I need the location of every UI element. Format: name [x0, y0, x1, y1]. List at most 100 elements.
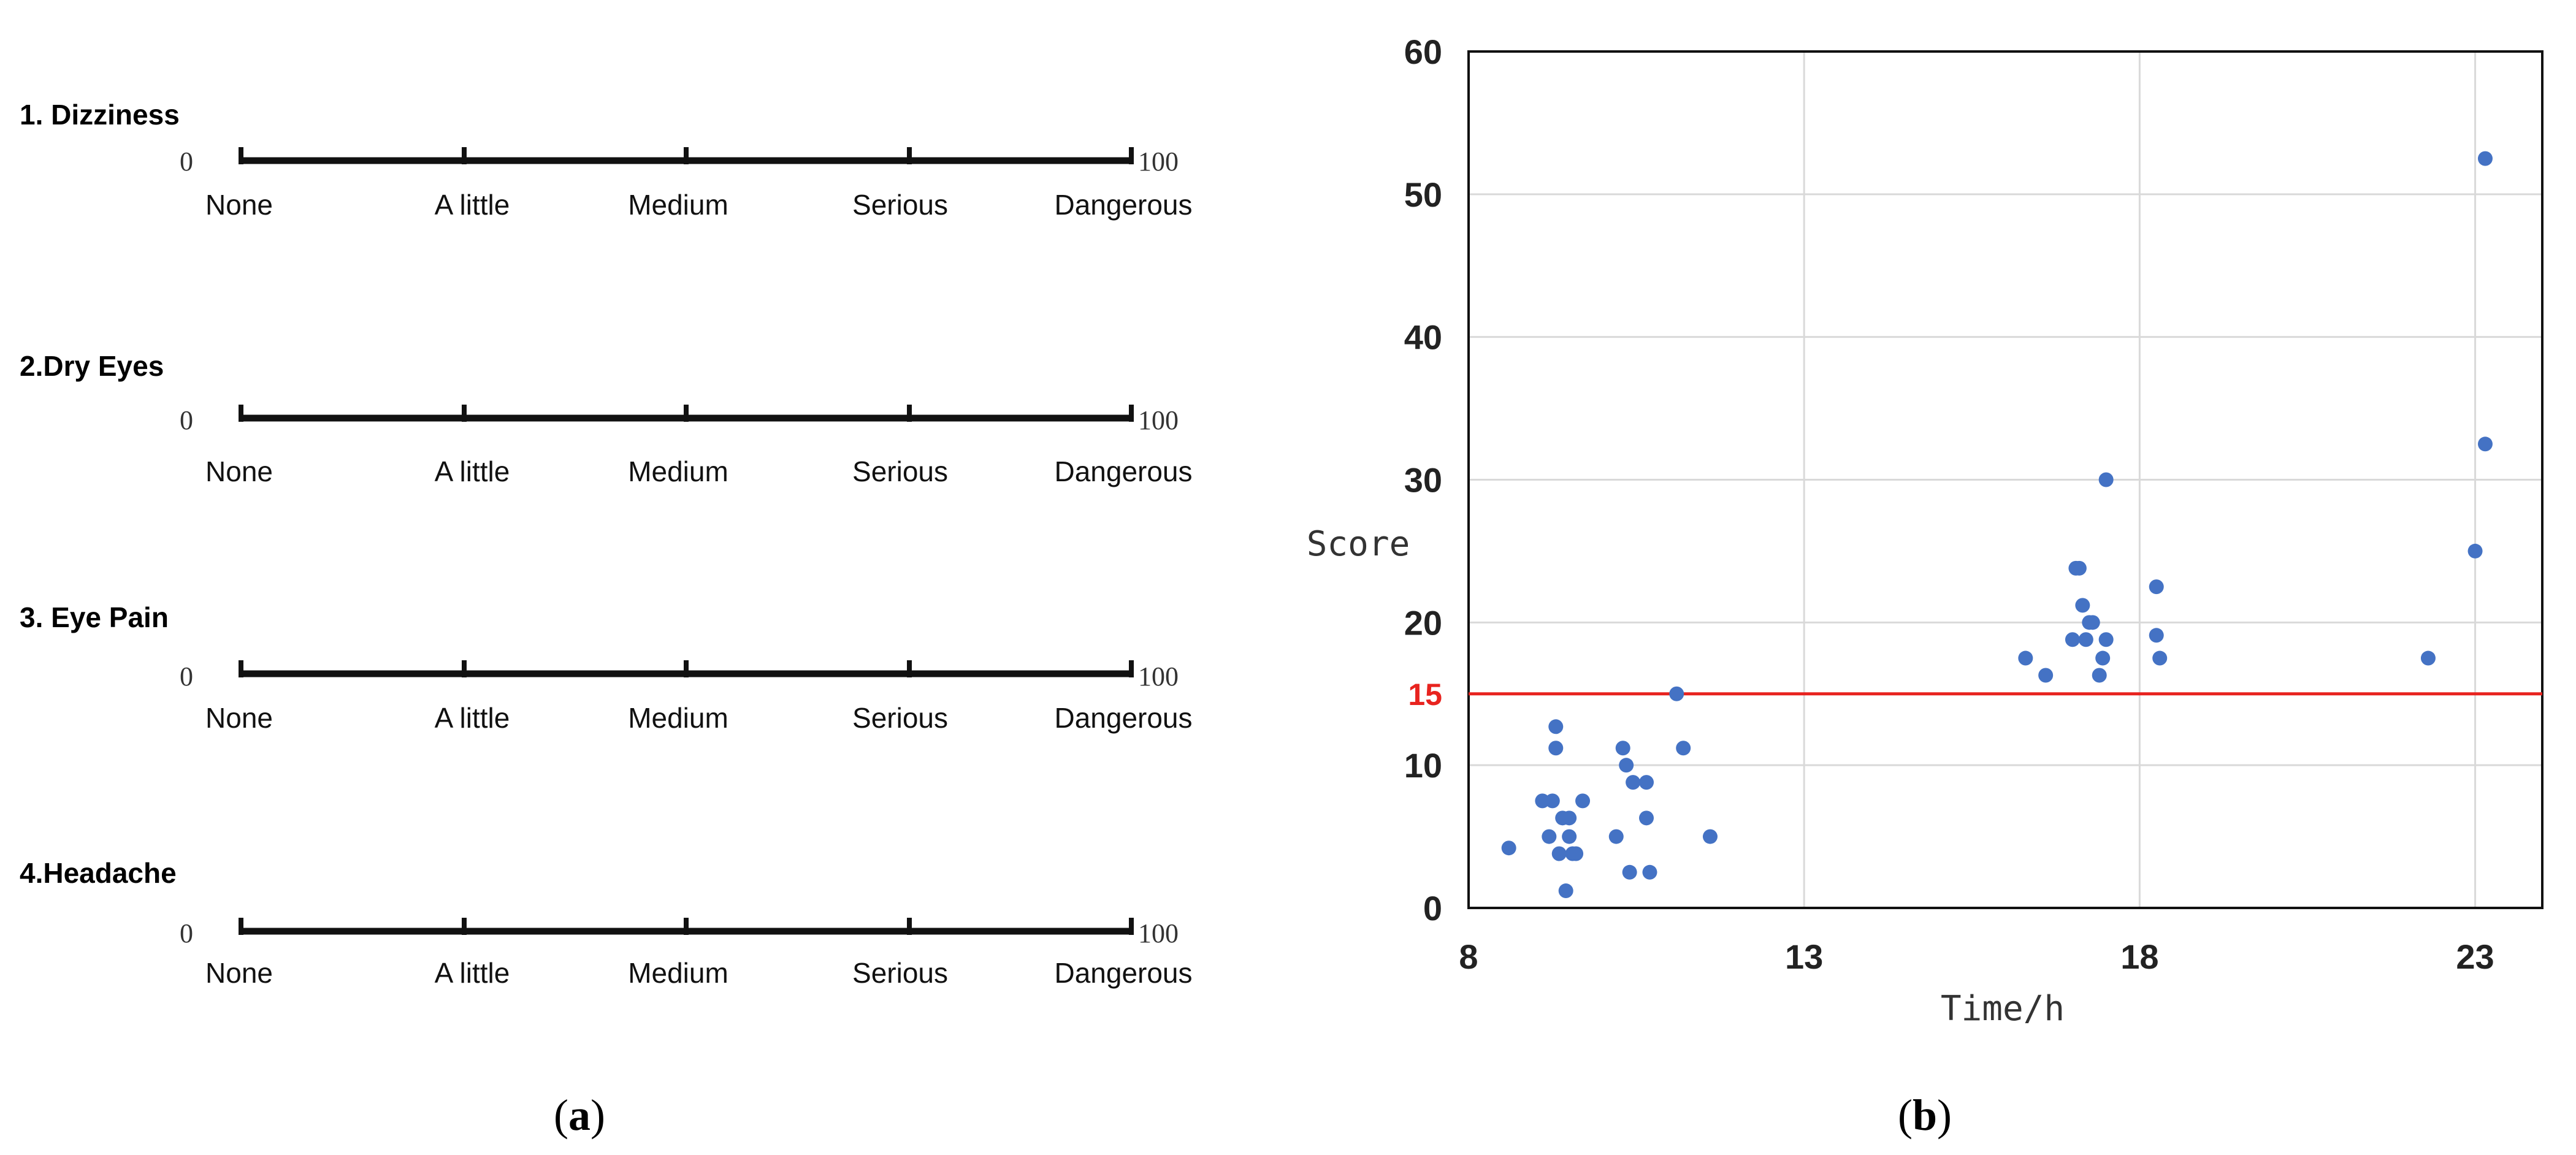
scatter-point: [2095, 650, 2111, 666]
level-label: None: [205, 957, 273, 989]
scatter-point: [2085, 615, 2100, 630]
x-tick-label: 18: [2120, 937, 2158, 976]
panel-b-letter: b: [1913, 1091, 1937, 1140]
chart-points: [1501, 151, 2493, 899]
scale-max-label: 100: [1138, 918, 1179, 948]
scale-dry-eyes: 2.Dry Eyes 0 100 None A little Medium Se…: [20, 350, 1193, 487]
level-label: None: [205, 189, 273, 221]
scatter-point: [1669, 686, 1684, 701]
scatter-point: [1615, 741, 1630, 756]
threshold-group: 15: [1408, 677, 2542, 712]
scale-dizziness: 1. Dizziness 0 100 None A little Medium …: [20, 99, 1193, 221]
level-label: Medium: [628, 456, 728, 487]
chart-plot-area: [1467, 50, 2544, 909]
scale-max-label: 100: [1138, 405, 1179, 435]
level-label: A little: [435, 189, 510, 221]
level-label: None: [205, 702, 273, 734]
scatter-point: [2420, 650, 2436, 666]
scatter-point: [1569, 846, 1584, 861]
level-label: Serious: [852, 189, 948, 221]
scatter-point: [1575, 793, 1591, 809]
y-axis-ticks: 0 10 20 30 40 50 60: [1404, 32, 1442, 928]
scatter-point: [1562, 829, 1577, 844]
scatter-point: [1642, 864, 1657, 880]
y-tick-label: 60: [1404, 32, 1442, 71]
scatter-point: [2477, 151, 2493, 166]
level-label: Medium: [628, 957, 728, 989]
level-label: Dangerous: [1054, 189, 1192, 221]
level-label: Medium: [628, 702, 728, 734]
y-axis-title: Score: [1307, 524, 1410, 564]
level-label: Medium: [628, 189, 728, 221]
threshold-label: 15: [1408, 677, 1442, 712]
scatter-point: [1535, 793, 1550, 809]
scatter-point: [1562, 810, 1577, 826]
scale-eye-pain: 3. Eye Pain 0 100 None A little Medium S…: [20, 601, 1193, 734]
panel-b-caption: (b): [1898, 1091, 1952, 1140]
scatter-point: [1639, 775, 1654, 790]
scatter-point: [2149, 579, 2164, 595]
scale-headache: 4.Headache 0 100 None A little Medium Se…: [20, 857, 1193, 989]
scale-title: 1. Dizziness: [20, 99, 180, 131]
scatter-point: [1548, 741, 1564, 756]
panel-b-scatter-chart: 15 0 10 20 30 40 50 60 8 13 18 23 Score Time/h (b…: [1307, 32, 2544, 1140]
x-tick-label: 23: [2456, 937, 2494, 976]
scatter-point: [2078, 632, 2093, 647]
scatter-point: [2149, 628, 2164, 643]
level-label: Serious: [852, 702, 948, 734]
y-tick-label: 20: [1404, 603, 1442, 642]
panel-a-rating-scales: 1. Dizziness 0 100 None A little Medium …: [20, 99, 1193, 1140]
scatter-point: [2477, 436, 2493, 452]
scatter-point: [1608, 829, 1624, 844]
level-label: A little: [435, 702, 510, 734]
scatter-point: [2075, 598, 2090, 613]
scale-min-label: 0: [180, 147, 193, 177]
y-tick-label: 10: [1404, 746, 1442, 785]
scatter-point: [2065, 632, 2080, 647]
scatter-point: [2018, 650, 2033, 666]
panel-a-letter: a: [568, 1091, 590, 1140]
scatter-point: [1551, 846, 1567, 861]
level-label: A little: [435, 957, 510, 989]
level-label: Dangerous: [1054, 456, 1192, 487]
level-label: A little: [435, 456, 510, 487]
scale-min-label: 0: [180, 918, 193, 948]
y-tick-label: 40: [1404, 318, 1442, 357]
scatter-point: [1558, 883, 1573, 899]
scale-title: 2.Dry Eyes: [20, 350, 164, 382]
scatter-point: [1639, 810, 1654, 826]
scatter-point: [1619, 758, 1634, 773]
scatter-point: [2038, 668, 2054, 683]
scatter-point: [2098, 472, 2114, 487]
scatter-point: [2071, 560, 2087, 576]
scatter-point: [2152, 650, 2168, 666]
scale-max-label: 100: [1138, 147, 1179, 177]
scatter-point: [2098, 632, 2114, 647]
scatter-point: [1676, 741, 1691, 756]
level-label: Serious: [852, 456, 948, 487]
x-axis-title: Time/h: [1941, 989, 2065, 1029]
x-tick-label: 8: [1459, 937, 1478, 976]
level-label: Serious: [852, 957, 948, 989]
level-label: None: [205, 456, 273, 487]
scatter-point: [1545, 793, 1560, 809]
scale-max-label: 100: [1138, 661, 1179, 692]
scale-min-label: 0: [180, 405, 193, 435]
scatter-point: [2467, 543, 2483, 558]
level-label: Dangerous: [1054, 957, 1192, 989]
y-tick-label: 50: [1404, 175, 1442, 214]
level-label: Dangerous: [1054, 702, 1192, 734]
scale-title: 3. Eye Pain: [20, 601, 169, 633]
scatter-point: [1626, 775, 1641, 790]
y-tick-label: 0: [1423, 889, 1442, 928]
scatter-point: [1622, 864, 1637, 880]
scatter-point: [1548, 719, 1564, 734]
scatter-point: [1501, 841, 1516, 856]
x-axis-ticks: 8 13 18 23: [1459, 937, 2494, 976]
panel-a-caption: (a): [554, 1091, 605, 1140]
y-tick-label: 30: [1404, 461, 1442, 500]
scatter-point: [2092, 668, 2107, 683]
scale-title: 4.Headache: [20, 857, 177, 889]
x-tick-label: 13: [1785, 937, 1823, 976]
